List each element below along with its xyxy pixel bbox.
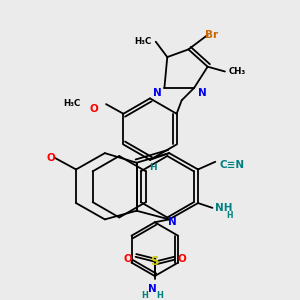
Text: N: N (198, 88, 207, 98)
Text: H: H (156, 291, 163, 300)
Text: N: N (168, 217, 176, 227)
Text: H₃C: H₃C (64, 99, 81, 108)
Text: O: O (89, 104, 98, 114)
Text: CH₃: CH₃ (229, 67, 246, 76)
Text: O: O (177, 254, 186, 264)
Text: O: O (47, 153, 56, 163)
Text: H: H (149, 163, 157, 172)
Text: Br: Br (205, 30, 218, 40)
Text: S: S (151, 255, 159, 268)
Text: NH: NH (215, 203, 233, 213)
Text: O: O (124, 254, 132, 264)
Text: H₃C: H₃C (135, 37, 152, 46)
Text: H: H (226, 211, 232, 220)
Text: H: H (141, 291, 148, 300)
Text: N: N (148, 284, 156, 293)
Text: N: N (153, 88, 161, 98)
Text: C≡N: C≡N (219, 160, 244, 170)
